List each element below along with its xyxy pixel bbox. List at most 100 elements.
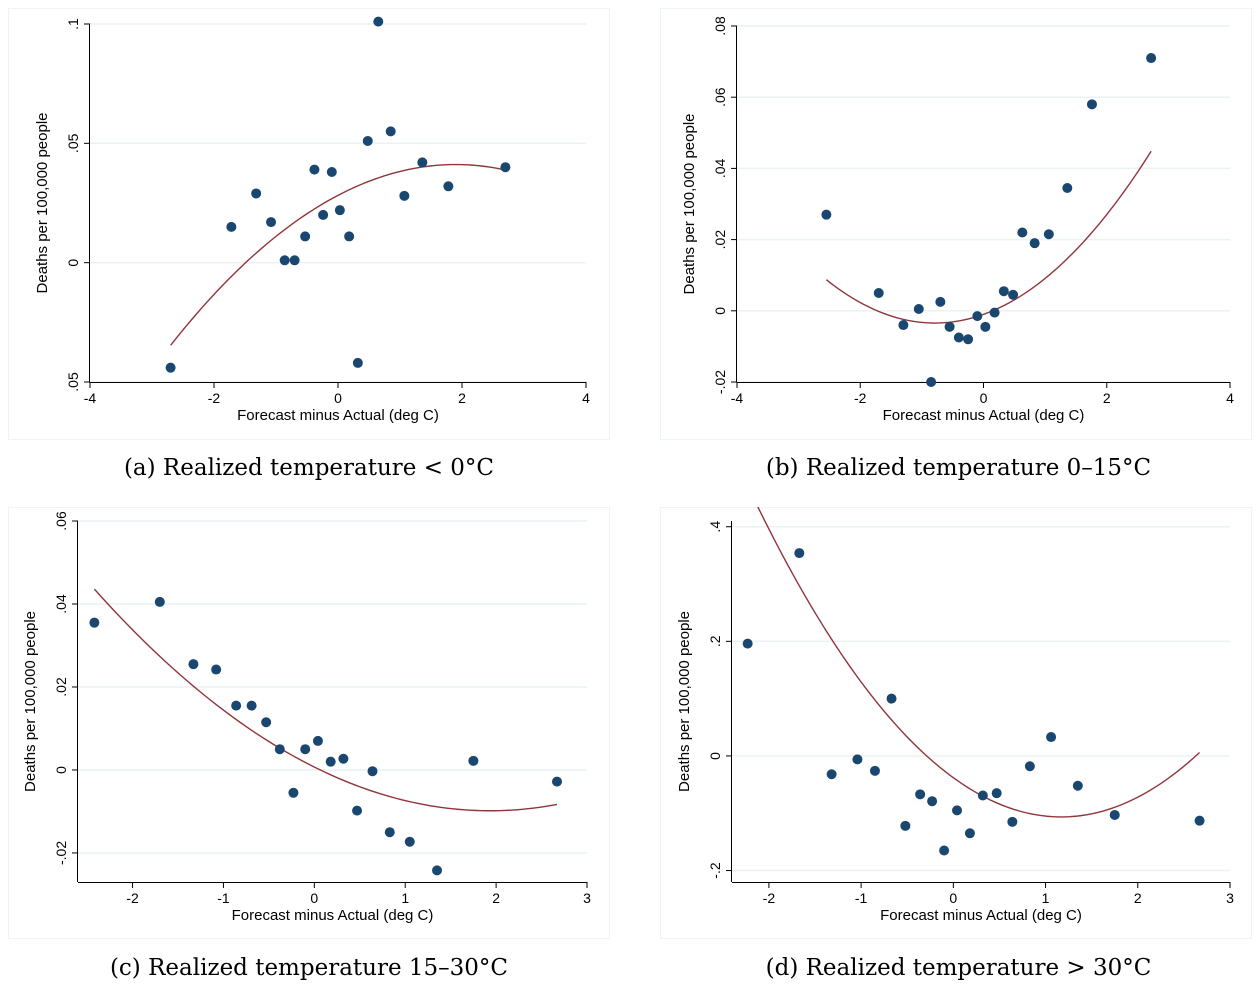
scatter-point <box>913 304 924 315</box>
chart-svg: -2 -1 0 1 2 3 -.02 0 .02 .04 .06 Forecast minus Act… <box>8 507 610 939</box>
scatter-point <box>926 377 937 387</box>
y-tick-label: 0 <box>712 307 728 315</box>
x-tick-label: 0 <box>980 390 988 406</box>
x-tick-label: 4 <box>1226 390 1234 406</box>
scatter-point <box>312 735 323 746</box>
scatter-point <box>279 255 290 266</box>
scatter-point <box>338 753 349 764</box>
y-tick-label: 0 <box>65 259 81 267</box>
scatter-point <box>500 162 511 173</box>
scatter-point <box>1007 816 1018 827</box>
x-tick-label: -1 <box>217 890 230 906</box>
scatter-point <box>1029 238 1040 249</box>
y-tick-label: 0 <box>53 766 69 774</box>
y-tick-label: .06 <box>712 87 728 107</box>
x-axis-title: Forecast minus Actual (deg C) <box>880 907 1082 924</box>
scatter-point <box>274 744 285 755</box>
scatter-point <box>963 334 974 345</box>
scatter-point <box>417 157 428 168</box>
scatter-point <box>742 638 753 649</box>
scatter-point <box>1062 182 1073 193</box>
x-tick-label: -2 <box>208 390 221 406</box>
scatter-point <box>977 790 988 801</box>
y-axis-title: Deaths per 100,000 people <box>676 611 693 792</box>
fit-curve <box>93 588 558 812</box>
scatter-point <box>980 321 991 332</box>
x-axis-title: Forecast minus Actual (deg C) <box>883 407 1085 424</box>
x-tick-label: 2 <box>492 890 500 906</box>
scatter-point <box>915 789 926 800</box>
y-tick-label: .05 <box>65 133 81 153</box>
y-tick-label: .05 <box>65 372 81 392</box>
scatter-point <box>226 221 237 232</box>
y-tick-label: .1 <box>65 18 81 30</box>
scatter-point <box>1046 732 1057 743</box>
x-tick-label: 0 <box>334 390 342 406</box>
scatter-point <box>991 788 1002 799</box>
scatter-point <box>873 288 884 298</box>
scatter-point <box>826 769 837 780</box>
scatter-point <box>552 776 563 787</box>
chart-panel-d: -2 -1 0 1 2 3 -.2 0 .2 .4 Forecast minus Actual (d… <box>660 507 1252 939</box>
y-axis-title: Deaths per 100,000 people <box>34 113 51 294</box>
scatter-point <box>468 755 479 766</box>
scatter-point <box>939 845 950 856</box>
scatter-point <box>318 209 329 220</box>
y-tick-label: -.02 <box>53 841 69 865</box>
scatter-point <box>1194 815 1205 826</box>
scatter-point <box>935 296 946 307</box>
scatter-point <box>898 320 909 331</box>
scatter-point <box>362 135 373 146</box>
scatter-point <box>404 836 415 847</box>
x-tick-label: -1 <box>855 890 868 906</box>
scatter-point <box>927 796 938 807</box>
y-axis-title: Deaths per 100,000 people <box>681 114 698 295</box>
scatter-point <box>794 548 805 559</box>
scatter-point <box>1086 99 1097 110</box>
scatter-point <box>385 126 396 137</box>
scatter-point <box>952 805 963 816</box>
scatter-point <box>821 209 832 220</box>
x-tick-label: 3 <box>583 890 591 906</box>
x-tick-label: -2 <box>763 890 776 906</box>
caption-a: (a) Realized temperature < 0°C <box>123 455 495 481</box>
x-axis-title: Forecast minus Actual (deg C) <box>237 407 439 424</box>
y-tick-label: .02 <box>712 230 728 250</box>
scatter-point <box>1017 227 1028 238</box>
fit-curve <box>757 507 1201 818</box>
y-tick-label: 0 <box>707 752 723 760</box>
scatter-point <box>246 700 257 711</box>
scatter-point <box>953 332 964 343</box>
scatter-point <box>443 181 454 192</box>
x-tick-label: 0 <box>310 890 318 906</box>
caption-b: (b) Realized temperature 0–15°C <box>765 455 1152 481</box>
x-tick-label: -4 <box>84 390 97 406</box>
scatter-point <box>352 805 363 816</box>
scatter-point <box>367 766 378 777</box>
chart-panel-b: -4 -2 0 2 4 -.02 0 .02 .04 .06 .08 Forecast minus A… <box>660 8 1252 440</box>
chart-svg: -4 -2 0 2 4 .05 0 .05 .1 Forecast minus Actual (d… <box>8 8 610 440</box>
scatter-point <box>852 754 863 765</box>
scatter-point <box>300 744 311 755</box>
plot-background <box>8 8 610 440</box>
scatter-point <box>1072 780 1083 791</box>
x-tick-label: -2 <box>854 390 867 406</box>
scatter-point <box>1008 289 1019 300</box>
scatter-point <box>352 357 363 368</box>
y-tick-label: -.02 <box>712 370 728 394</box>
plot-background <box>8 507 610 939</box>
scatter-point <box>231 700 242 711</box>
y-tick-label: .04 <box>53 594 69 614</box>
x-tick-label: 1 <box>1042 890 1050 906</box>
scatter-point <box>165 362 176 373</box>
scatter-point <box>325 756 336 767</box>
chart-svg: -4 -2 0 2 4 -.02 0 .02 .04 .06 .08 Forecast minus A… <box>660 8 1252 440</box>
scatter-point <box>344 231 355 242</box>
x-tick-label: 1 <box>401 890 409 906</box>
plot-background <box>660 507 1252 939</box>
scatter-point <box>89 617 100 628</box>
scatter-point <box>154 596 165 607</box>
caption-d: (d) Realized temperature > 30°C <box>765 955 1152 981</box>
x-tick-label: 4 <box>582 390 590 406</box>
scatter-point <box>399 190 410 201</box>
